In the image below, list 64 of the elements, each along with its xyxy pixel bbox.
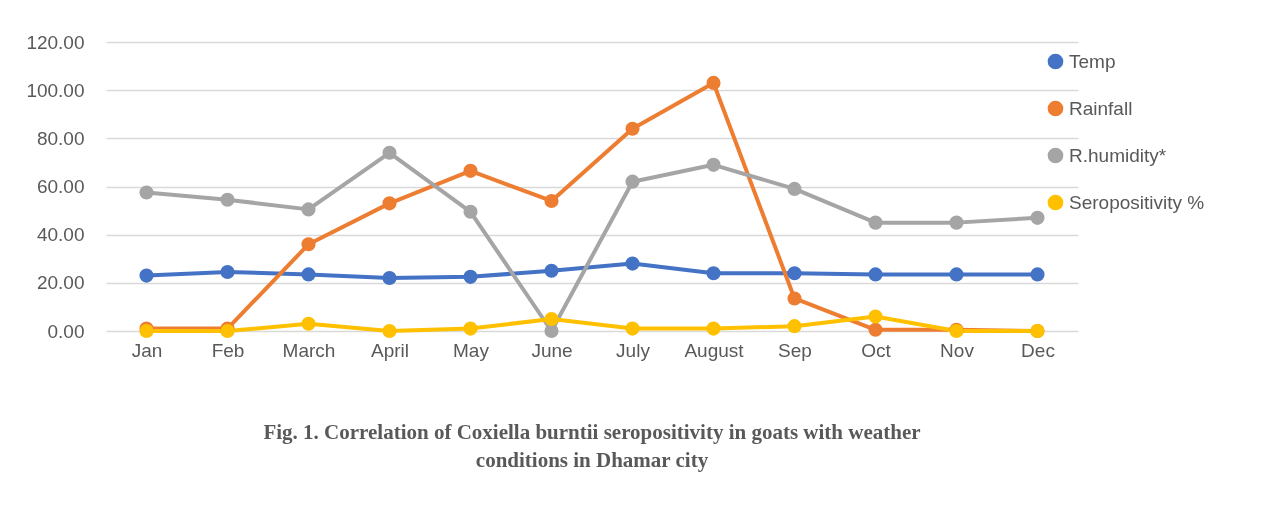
y-tick-label: 40.00 <box>36 224 85 246</box>
x-tick-label: June <box>531 339 573 361</box>
point <box>139 268 154 283</box>
point <box>949 267 964 282</box>
point <box>301 237 316 252</box>
x-tick-label: March <box>282 339 336 361</box>
point <box>382 196 397 211</box>
point <box>463 204 478 219</box>
point <box>706 321 721 336</box>
point <box>463 321 478 336</box>
y-tick-label: 60.00 <box>36 176 85 197</box>
point <box>220 264 235 280</box>
point <box>301 316 316 331</box>
point <box>544 323 559 339</box>
legend-label: Seropositivity % <box>1069 191 1205 213</box>
point <box>868 309 883 324</box>
point <box>382 145 397 160</box>
point <box>382 323 397 339</box>
point <box>706 266 721 281</box>
point <box>463 269 478 284</box>
point <box>868 322 883 337</box>
point <box>544 193 559 209</box>
point <box>706 75 721 90</box>
point <box>625 321 640 336</box>
point <box>1030 267 1045 282</box>
point <box>706 157 721 172</box>
x-tick-label: Feb <box>211 339 245 361</box>
legend-label: R.humidity* <box>1069 144 1167 166</box>
y-tick-label: 0.00 <box>47 320 85 342</box>
x-tick-label: April <box>370 339 410 361</box>
point <box>220 192 235 207</box>
point <box>625 174 640 189</box>
x-tick-label: July <box>616 339 651 361</box>
y-tick-label: 100.00 <box>26 79 85 101</box>
point <box>544 263 559 278</box>
x-tick-label: Jan <box>131 339 163 361</box>
point <box>1030 210 1045 225</box>
x-tick-label: Sep <box>778 339 812 361</box>
legend-label: Rainfall <box>1069 97 1133 119</box>
point <box>139 185 154 200</box>
point <box>787 319 802 334</box>
y-tick-label: 20.00 <box>36 272 85 294</box>
legend-label: Temp <box>1069 50 1116 72</box>
point <box>301 267 316 282</box>
point <box>544 311 559 327</box>
point <box>787 266 802 281</box>
point <box>787 181 802 196</box>
point <box>787 291 802 306</box>
x-tick-label: August <box>684 339 745 361</box>
y-tick-label: 80.00 <box>36 127 85 149</box>
point <box>625 256 640 271</box>
point <box>463 163 478 178</box>
x-tick-label: May <box>453 339 490 361</box>
point <box>382 270 397 286</box>
x-tick-label: Oct <box>861 339 892 361</box>
x-tick-label: Nov <box>940 339 975 361</box>
point <box>625 121 640 136</box>
y-tick-label: 120.00 <box>26 31 85 53</box>
point <box>301 202 316 217</box>
point <box>949 215 964 230</box>
text: Fig. 1. Correlation of Coxiella burntii seropositivity in goats with weather conditions in Dhamar city <box>263 420 921 472</box>
point <box>868 267 883 282</box>
x-tick-label: Dec <box>1021 339 1055 361</box>
point <box>868 215 883 230</box>
